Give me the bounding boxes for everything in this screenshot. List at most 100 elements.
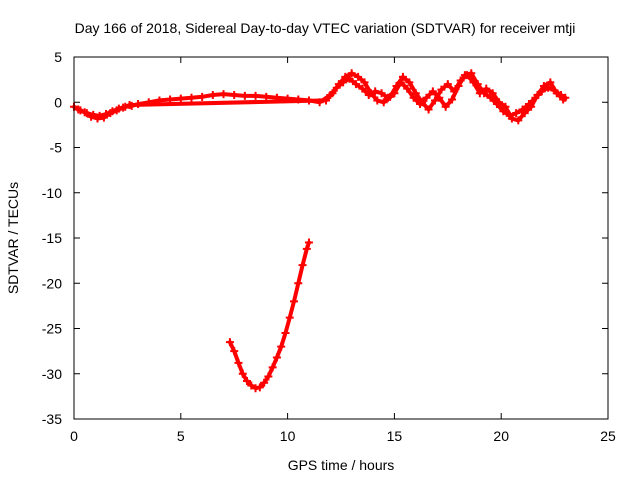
- data-point-overlap-11: [334, 80, 343, 89]
- data-point-dip-4: [243, 376, 252, 385]
- data-point-main-50: [467, 69, 476, 78]
- data-point-overlap-42: [533, 91, 542, 100]
- data-point-overlap-6: [112, 106, 121, 115]
- data-point-overlap-2: [87, 112, 96, 121]
- data-point-dip-12: [277, 342, 286, 351]
- data-point-main-20: [240, 91, 249, 100]
- data-point-dip-14: [285, 313, 294, 322]
- data-point-overlap-15: [360, 78, 369, 87]
- data-point-dip-9: [264, 372, 273, 381]
- data-point-dip-1: [230, 347, 239, 356]
- x-tick-label-4: 20: [493, 428, 509, 444]
- data-point-overlap-30: [456, 76, 465, 85]
- data-point-main-22: [262, 92, 271, 101]
- data-point-dip-13: [281, 329, 290, 338]
- data-point-overlap-7: [119, 103, 128, 112]
- y-tick-label-2: -5: [50, 140, 63, 156]
- data-point-overlap-18: [379, 98, 388, 107]
- data-point-overlap-27: [437, 85, 446, 94]
- data-point-main-18: [219, 90, 228, 99]
- data-point-overlap-43: [539, 81, 548, 90]
- data-point-dip-7: [255, 383, 264, 392]
- plot-frame: [73, 56, 609, 420]
- data-point-main-44: [428, 87, 437, 96]
- data-point-overlap-14: [354, 72, 363, 81]
- data-point-overlap-21: [398, 72, 407, 81]
- data-point-overlap-31: [463, 71, 472, 80]
- x-tick-label-2: 10: [280, 428, 296, 444]
- data-point-main-14: [176, 94, 185, 103]
- data-point-overlap-28: [443, 80, 452, 89]
- data-point-main-43: [422, 93, 431, 102]
- data-point-main-32: [351, 80, 360, 89]
- data-point-main-21: [251, 91, 260, 100]
- data-point-main-33: [358, 84, 367, 93]
- x-axis-label: GPS time / hours: [288, 457, 395, 473]
- data-point-overlap-36: [495, 98, 504, 107]
- data-point-dip-15: [290, 297, 299, 306]
- data-point-overlap-45: [552, 89, 561, 98]
- y-axis-label: SDTVAR / TECUs: [5, 182, 21, 294]
- ticks-layer: 0 5 10 15 20 25 5 0 -5 -10 -15 -20 -25 -30 -35: [42, 49, 616, 444]
- series-line-dip: [227, 240, 311, 391]
- data-point-overlap-25: [424, 105, 433, 114]
- data-point-main-36: [377, 89, 386, 98]
- data-point-overlap-9: [322, 96, 331, 105]
- data-point-overlap-46: [559, 95, 568, 104]
- chart-title: Day 166 of 2018, Sidereal Day-to-day VTE…: [75, 20, 576, 36]
- data-point-overlap-4: [99, 113, 108, 122]
- data-point-overlap-37: [501, 102, 510, 111]
- data-point-overlap-5: [106, 109, 115, 118]
- data-point-overlap-29: [450, 87, 459, 96]
- data-point-dip-11: [272, 353, 281, 362]
- data-point-overlap-26: [430, 96, 439, 105]
- data-point-overlap-10: [328, 89, 337, 98]
- data-point-overlap-35: [488, 89, 497, 98]
- x-tick-label-5: 25: [600, 428, 616, 444]
- y-tick-label-7: -30: [42, 366, 62, 382]
- data-point-overlap-32: [469, 78, 478, 87]
- x-tick-label-1: 5: [177, 428, 185, 444]
- y-tick-label-6: -25: [42, 321, 62, 337]
- y-tick-label-3: -10: [42, 185, 62, 201]
- data-point-overlap-44: [546, 78, 555, 87]
- data-point-dip-8: [260, 378, 269, 387]
- data-point-overlap-13: [347, 69, 356, 78]
- data-point-main-35: [371, 87, 380, 96]
- data-point-overlap-8: [125, 100, 134, 109]
- data-point-overlap-20: [392, 81, 401, 90]
- y-tick-label-4: -15: [42, 230, 62, 246]
- data-point-main-47: [448, 95, 457, 104]
- data-point-overlap-40: [520, 109, 529, 118]
- data-point-main-17: [208, 91, 217, 100]
- data-point-dip-5: [247, 381, 256, 390]
- y-tick-label-0: 5: [54, 49, 62, 65]
- data-point-main-46: [441, 102, 450, 111]
- data-point-overlap-39: [514, 116, 523, 125]
- data-point-main-16: [198, 92, 207, 101]
- data-point-main-57: [512, 109, 521, 118]
- marks-layer: [70, 69, 570, 393]
- x-tick-label-3: 15: [387, 428, 403, 444]
- data-point-dip-19: [304, 238, 313, 247]
- data-point-overlap-12: [341, 72, 350, 81]
- data-point-overlap-17: [373, 96, 382, 105]
- y-tick-label-8: -35: [42, 411, 62, 427]
- data-point-overlap-41: [527, 102, 536, 111]
- data-point-overlap-16: [366, 89, 375, 98]
- data-point-dip-10: [268, 363, 277, 372]
- data-point-dip-17: [298, 261, 307, 270]
- data-point-main-41: [409, 93, 418, 102]
- data-point-overlap-34: [482, 84, 491, 93]
- data-point-overlap-1: [80, 108, 89, 117]
- data-point-overlap-33: [475, 89, 484, 98]
- data-point-dip-3: [238, 369, 247, 378]
- data-point-overlap-38: [507, 114, 516, 123]
- data-point-main-40: [403, 84, 412, 93]
- data-point-main-19: [230, 91, 239, 100]
- data-point-main-53: [486, 93, 495, 102]
- data-point-overlap-22: [405, 78, 414, 87]
- y-tick-label-1: 0: [54, 94, 62, 110]
